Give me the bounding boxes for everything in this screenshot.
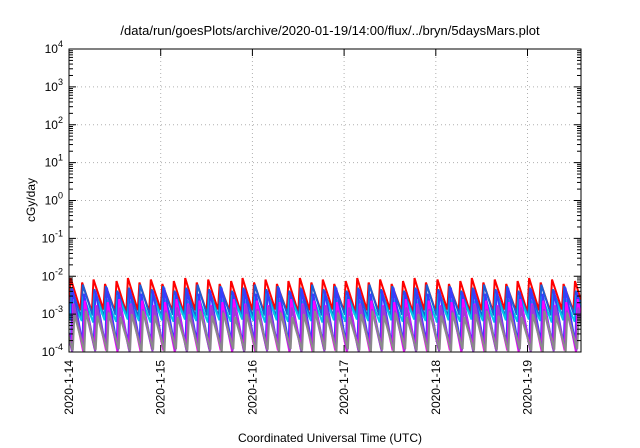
x-tick-label: 2020-1-17	[337, 360, 351, 415]
y-tick-label: 102	[45, 115, 63, 132]
x-tick-label: 2020-1-15	[154, 360, 168, 415]
chart-title: /data/run/goesPlots/archive/2020-01-19/1…	[120, 23, 540, 38]
y-tick-label: 10-1	[42, 228, 63, 245]
y-tick-label: 10-4	[42, 342, 63, 359]
y-tick-label: 104	[45, 39, 63, 56]
ticks: 104 103 102 101 100 10-1 10-2 10-3 10-42020-1-14…	[42, 39, 581, 415]
x-tick-label: 2020-1-18	[429, 360, 443, 415]
x-tick-label: 2020-1-14	[62, 360, 76, 415]
y-tick-label: 101	[45, 153, 63, 170]
y-tick-label: 10-3	[42, 304, 63, 321]
y-tick-label: 103	[45, 77, 63, 94]
y-tick-label: 10-2	[42, 266, 63, 283]
series-group	[69, 277, 581, 352]
series-line-7	[69, 310, 581, 352]
x-axis-label: Coordinated Universal Time (UTC)	[238, 431, 422, 445]
x-tick-label: 2020-1-16	[245, 360, 259, 415]
y-tick-label: 100	[45, 191, 63, 208]
x-tick-label: 2020-1-19	[521, 360, 535, 415]
y-axis-label: cGy/day	[24, 178, 38, 222]
